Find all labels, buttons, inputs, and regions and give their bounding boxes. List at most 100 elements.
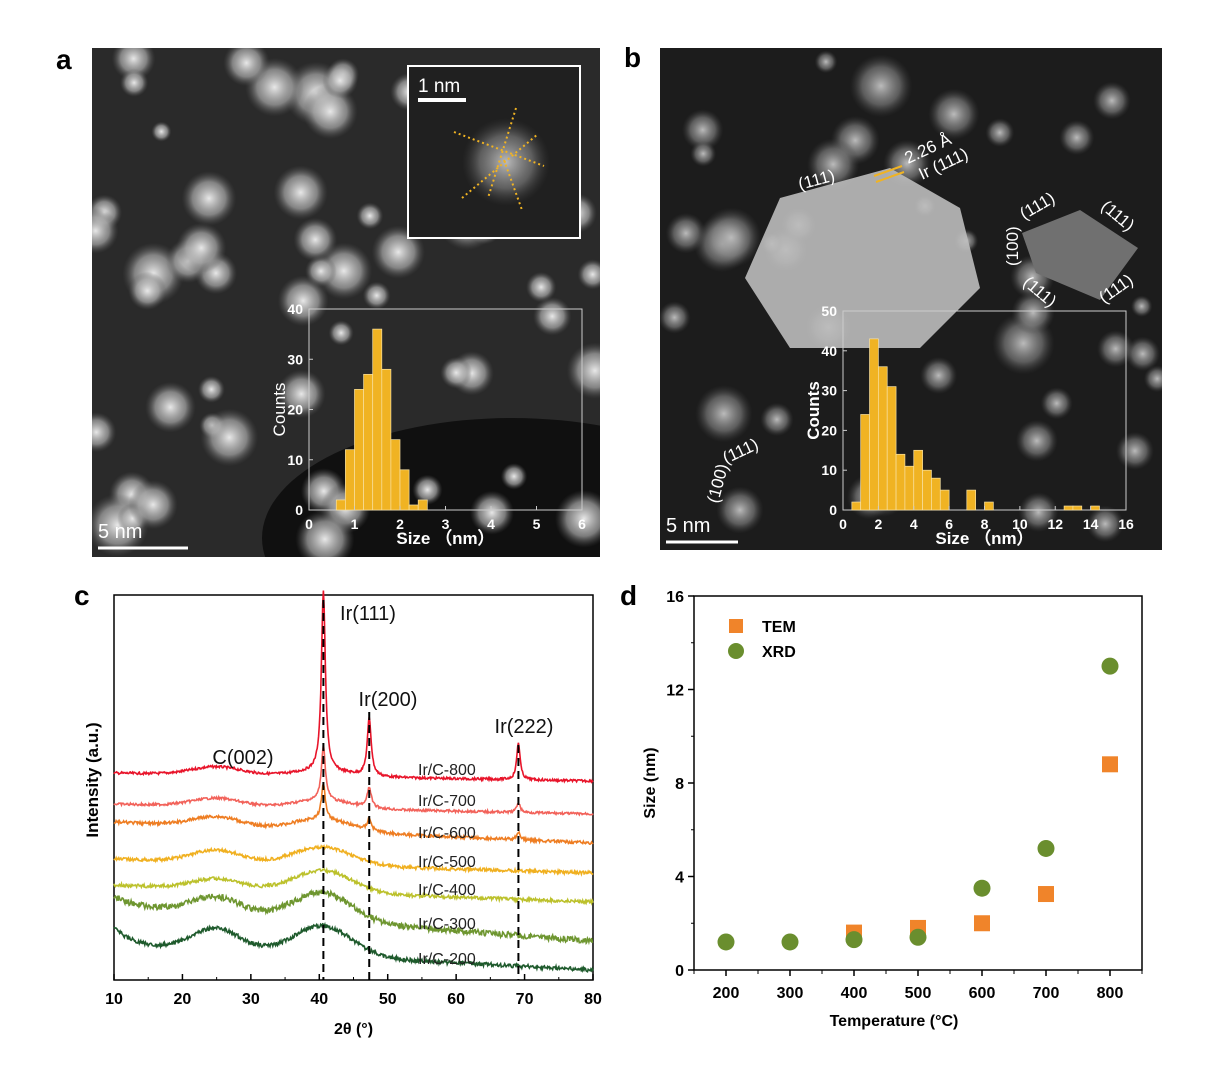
x-tick-label: 40: [310, 991, 328, 1008]
nanoparticle: [1125, 336, 1161, 372]
y-tick-label: 30: [287, 351, 303, 367]
nanoparticle: [555, 489, 600, 548]
tem-point: [1038, 886, 1054, 903]
series-label: Ir/C-300: [418, 916, 476, 933]
xrd-curve: [113, 888, 594, 946]
y-axis-label: Counts: [270, 383, 289, 437]
lattice-guide-lines: [453, 107, 545, 211]
legend-marker-xrd: [728, 643, 744, 659]
nanoparticle: [700, 207, 762, 268]
x-tick-label: 12: [1047, 516, 1063, 532]
x-tick-label: 20: [174, 991, 192, 1008]
y-tick-label: 10: [821, 462, 837, 478]
y-tick-label: 0: [829, 502, 837, 518]
y-tick-label: 20: [287, 402, 303, 418]
nanoparticle: [985, 118, 1015, 148]
y-tick-label: 20: [821, 422, 837, 438]
x-tick-label: 600: [969, 985, 996, 1002]
series-label: Ir/C-400: [418, 882, 476, 899]
y-tick-label: 30: [821, 383, 837, 399]
panel-label-b: b: [624, 42, 642, 73]
series-label: Ir/C-200: [418, 951, 476, 968]
y-axis-label: Size (nm): [642, 747, 659, 818]
nanoparticle: [577, 259, 600, 290]
nanoparticle: [111, 48, 156, 81]
peak-label: C(002): [212, 747, 273, 769]
nanoparticle: [412, 474, 443, 505]
nanoparticle: [533, 297, 572, 336]
histogram-bar: [939, 489, 950, 511]
x-tick-label: 0: [305, 516, 313, 532]
micrograph-b: 2.26 Å Ir (111) (111) (111) (111) (111) …: [660, 48, 1162, 550]
y-axis-label: Counts: [804, 381, 823, 440]
tem-point: [974, 915, 990, 932]
y-tick-label: 4: [675, 870, 684, 887]
histogram-bar: [886, 386, 897, 511]
nanoparticle: [128, 271, 167, 310]
nanoparticle: [1015, 419, 1058, 462]
x-tick-label: 80: [584, 991, 602, 1008]
nanoparticle: [440, 356, 473, 389]
x-tick-label: 30: [242, 991, 260, 1008]
y-tick-label: 0: [295, 502, 303, 518]
nanoparticle: [1018, 492, 1059, 533]
nanoparticle: [695, 384, 753, 443]
nanoparticle: [807, 138, 860, 191]
nanoparticle: [295, 509, 355, 557]
legend-label: XRD: [762, 644, 796, 661]
x-tick-label: 300: [777, 985, 804, 1002]
x-tick-label: 8: [981, 516, 989, 532]
peak-label: Ir(200): [359, 689, 418, 711]
x-tick-label: 10: [1012, 516, 1028, 532]
nanoparticle: [1143, 365, 1162, 393]
xrd-point: [717, 933, 735, 951]
x-tick-label: 0: [839, 516, 847, 532]
nanoparticle: [200, 408, 259, 467]
nanoparticle: [273, 165, 328, 220]
scale-label: 5 nm: [98, 521, 142, 543]
x-tick-label: 200: [713, 985, 740, 1002]
xrd-curve: [113, 782, 594, 846]
x-tick-label: 50: [379, 991, 397, 1008]
nanoparticle: [92, 207, 119, 254]
facet-label: (100): [1003, 226, 1022, 266]
nanoparticle: [277, 275, 329, 327]
xrd-point: [909, 928, 927, 946]
xrd-point: [781, 933, 799, 951]
x-tick-label: 10: [105, 991, 123, 1008]
nanoparticle: [128, 480, 178, 530]
y-tick-label: 12: [666, 683, 684, 700]
panel-label-d: d: [620, 580, 638, 611]
x-tick-label: 14: [1083, 516, 1099, 532]
xrd-point: [845, 931, 863, 949]
inset-scale-label: 1 nm: [418, 76, 460, 97]
x-axis-label: Size （nm）: [396, 528, 494, 548]
nanoparticle: [315, 242, 373, 300]
x-tick-label: 3: [442, 516, 450, 532]
y-tick-label: 10: [287, 452, 303, 468]
x-axis-label: 2θ (°): [334, 1021, 373, 1038]
legend-marker-tem: [729, 619, 743, 633]
nanoparticle: [145, 381, 196, 433]
x-tick-label: 2: [874, 516, 882, 532]
x-axis-label: Size （nm）: [935, 528, 1033, 548]
y-tick-label: 8: [675, 776, 684, 793]
histogram-bar: [399, 469, 410, 511]
xrd-curve: [113, 744, 594, 817]
x-tick-label: 2: [396, 516, 404, 532]
panel-label-a: a: [56, 44, 72, 75]
xrd-point: [973, 879, 991, 897]
nanoparticle: [1130, 295, 1153, 318]
tem-point: [1102, 756, 1118, 773]
peak-label: Ir(222): [495, 716, 554, 738]
nanoparticle: [760, 402, 794, 437]
nanoparticle: [322, 62, 358, 99]
nanoparticle: [716, 486, 764, 534]
xrd-curve: [113, 866, 594, 906]
y-tick-label: 0: [675, 963, 684, 980]
series-label: Ir/C-800: [418, 762, 476, 779]
large-particle: [745, 168, 980, 348]
series-label: Ir/C-600: [418, 825, 476, 842]
